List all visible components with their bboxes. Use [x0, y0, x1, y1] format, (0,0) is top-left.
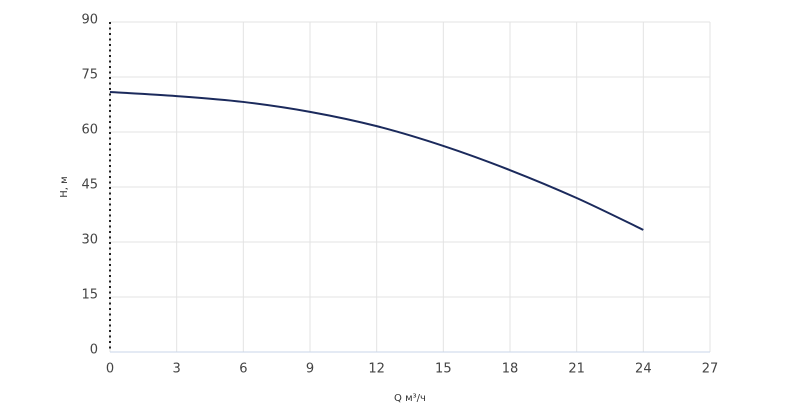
x-tick-label: 3: [173, 362, 181, 377]
y-tick-label: 45: [81, 178, 98, 193]
y-tick-label: 0: [90, 343, 98, 358]
y-tick-label: 75: [81, 68, 98, 83]
x-tick-label: 24: [635, 362, 652, 377]
x-tick-label: 6: [239, 362, 247, 377]
x-tick-label: 0: [106, 362, 114, 377]
x-tick-label: 21: [568, 362, 585, 377]
y-tick-label: 30: [81, 233, 98, 248]
y-tick-label: 60: [81, 123, 98, 138]
y-tick-label: 90: [81, 13, 98, 28]
y-tick-label: 15: [81, 288, 98, 303]
x-tick-label: 12: [368, 362, 385, 377]
y-axis-title: H, м: [59, 176, 70, 197]
x-tick-label: 18: [502, 362, 519, 377]
x-axis-title: Q м³/ч: [394, 393, 426, 404]
series-line: [109, 91, 644, 231]
x-tick-label: 15: [435, 362, 452, 377]
x-tick-label: 27: [702, 362, 719, 377]
x-tick-label: 9: [306, 362, 314, 377]
